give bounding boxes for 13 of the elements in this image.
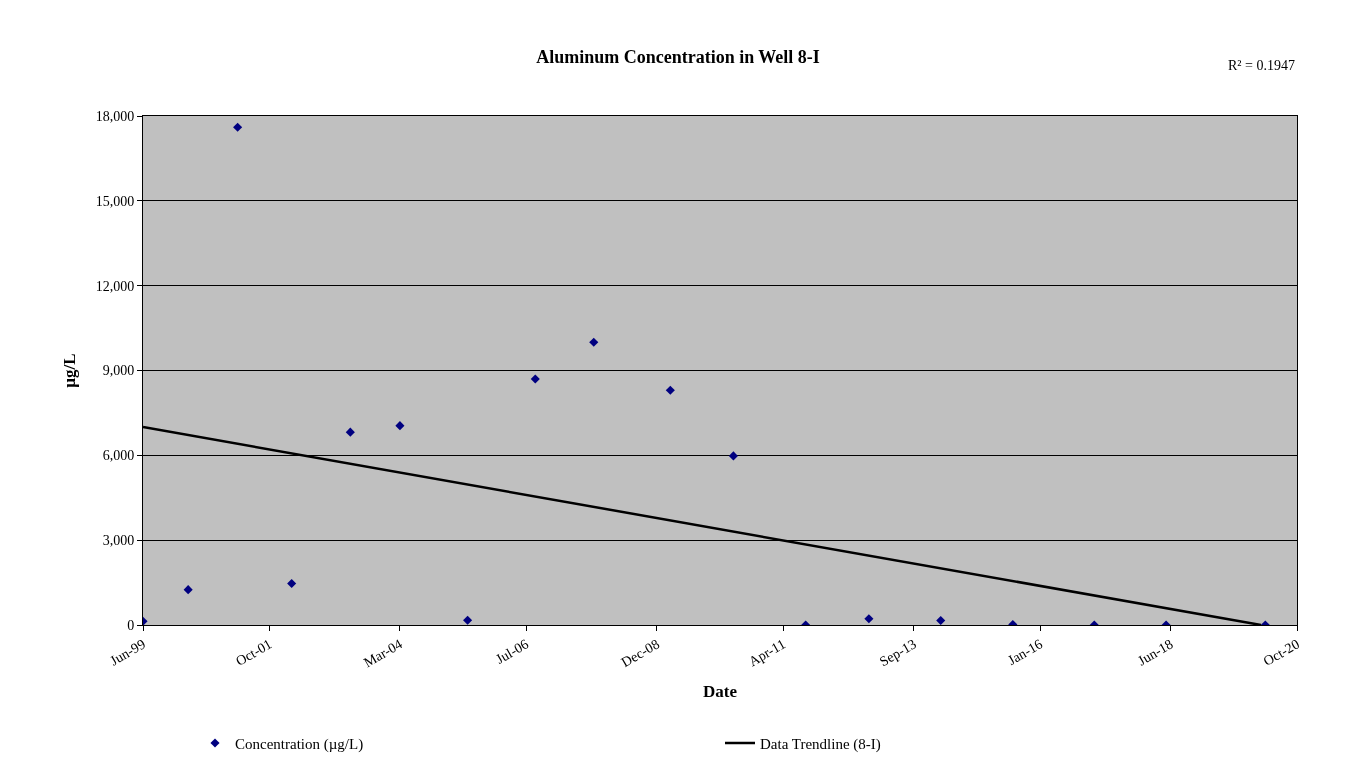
y-tick-label: 12,000 (95, 278, 135, 294)
y-tick-label: 0 (127, 617, 135, 633)
y-tick-label: 3,000 (102, 533, 135, 549)
legend-label: Concentration (µg/L) (235, 735, 364, 753)
y-tick-label: 9,000 (102, 363, 135, 379)
text: R² = 0.1947 (1228, 58, 1295, 73)
x-axis-title: Date (703, 681, 738, 701)
y-tick-label: 15,000 (95, 193, 135, 209)
y-tick-label: 18,000 (95, 108, 135, 124)
y-tick-label: 6,000 (102, 448, 135, 464)
y-axis-title: µg/L (60, 353, 80, 388)
legend-label: Data Trendline (8-I) (760, 735, 881, 753)
chart-title: Aluminum Concentration in Well 8-I (536, 47, 820, 68)
